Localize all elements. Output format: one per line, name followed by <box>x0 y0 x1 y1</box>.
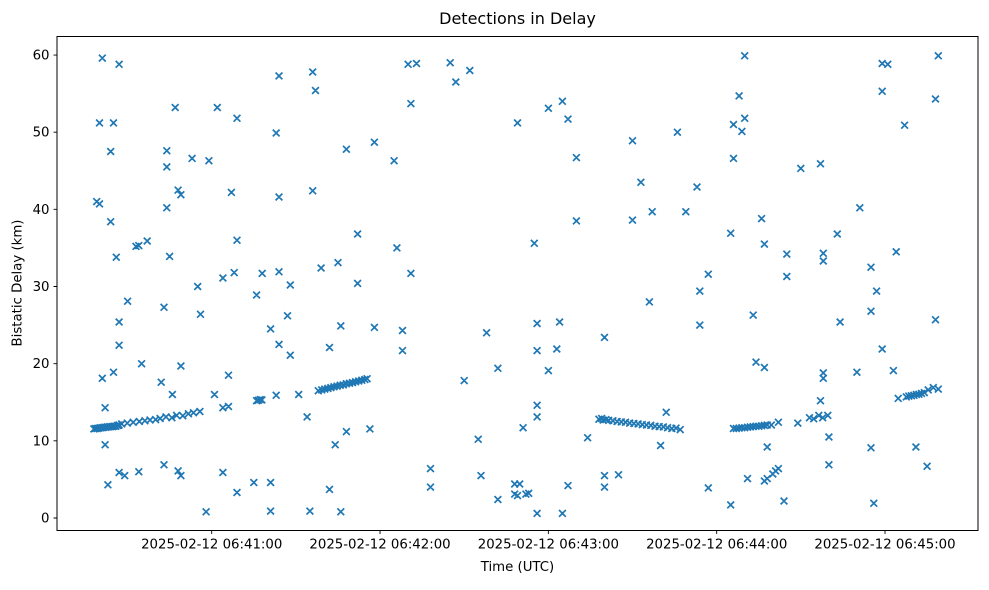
x-tick-label: 2025-02-12 06:41:00 <box>141 538 282 553</box>
scatter-series <box>89 51 943 518</box>
axes-spines <box>56 36 979 531</box>
y-axis-label: Bistatic Delay (km) <box>10 219 26 347</box>
x-axis-label: Time (UTC) <box>480 560 555 575</box>
x-tick-label: 2025-02-12 06:43:00 <box>478 538 619 553</box>
y-tick-label: 30 <box>33 280 50 295</box>
y-tick-label: 60 <box>33 49 50 64</box>
tick-marks <box>53 54 886 534</box>
x-tick-label: 2025-02-12 06:45:00 <box>814 538 955 553</box>
y-tick-label: 20 <box>33 357 50 372</box>
y-tick-label: 10 <box>33 434 50 449</box>
x-tick-label: 2025-02-12 06:42:00 <box>309 538 450 553</box>
y-tick-label: 50 <box>33 126 50 141</box>
y-tick-label: 40 <box>33 203 50 218</box>
y-tick-label: 0 <box>41 511 49 526</box>
x-tick-label: 2025-02-12 06:44:00 <box>646 538 787 553</box>
chart-title: Detections in Delay <box>439 9 596 28</box>
